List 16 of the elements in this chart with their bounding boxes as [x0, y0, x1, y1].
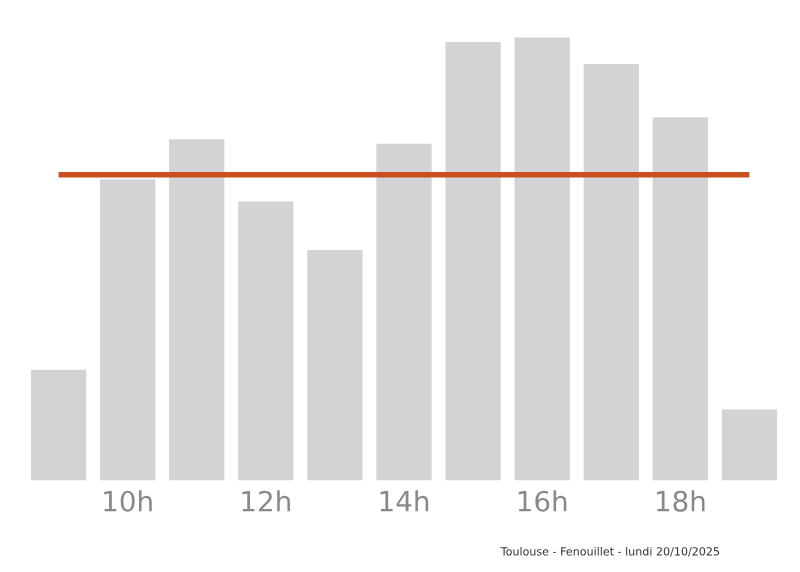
- x-tick-label: 16h: [518, 490, 567, 512]
- bar: [721, 409, 778, 481]
- bar: [514, 37, 570, 481]
- bar: [307, 250, 363, 481]
- bar: [583, 64, 639, 481]
- bar: [30, 369, 87, 481]
- bar: [100, 179, 156, 481]
- bar: [652, 117, 708, 481]
- bar: [376, 143, 432, 481]
- bar: [169, 139, 225, 481]
- x-tick-label: 12h: [242, 490, 290, 512]
- x-tick-label: 14h: [380, 490, 429, 512]
- bar: [445, 41, 501, 481]
- x-tick-label: 18h: [656, 490, 705, 512]
- x-tick-label: 10h: [104, 490, 152, 512]
- bar: [238, 201, 294, 481]
